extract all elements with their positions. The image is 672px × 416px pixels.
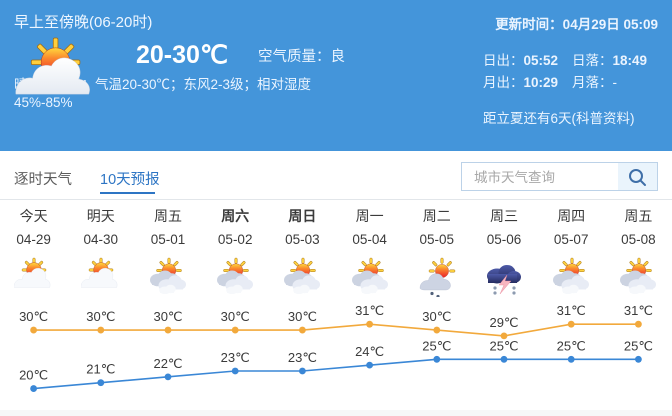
svg-text:24℃: 24℃ [355, 344, 384, 359]
svg-text:25℃: 25℃ [422, 338, 451, 353]
svg-text:20℃: 20℃ [19, 368, 48, 383]
svg-text:25℃: 25℃ [489, 338, 518, 353]
svg-text:30℃: 30℃ [19, 309, 48, 324]
svg-text:30℃: 30℃ [153, 309, 182, 324]
svg-text:31℃: 31℃ [355, 303, 384, 318]
svg-text:30℃: 30℃ [288, 309, 317, 324]
svg-text:30℃: 30℃ [86, 309, 115, 324]
svg-text:23℃: 23℃ [288, 350, 317, 365]
svg-text:21℃: 21℃ [86, 362, 115, 377]
svg-text:31℃: 31℃ [557, 303, 586, 318]
svg-text:29℃: 29℃ [489, 315, 518, 330]
svg-text:22℃: 22℃ [153, 356, 182, 371]
svg-text:25℃: 25℃ [557, 338, 586, 353]
svg-text:25℃: 25℃ [624, 338, 653, 353]
svg-text:30℃: 30℃ [221, 309, 250, 324]
svg-text:23℃: 23℃ [221, 350, 250, 365]
svg-text:30℃: 30℃ [422, 309, 451, 324]
svg-text:31℃: 31℃ [624, 303, 653, 318]
